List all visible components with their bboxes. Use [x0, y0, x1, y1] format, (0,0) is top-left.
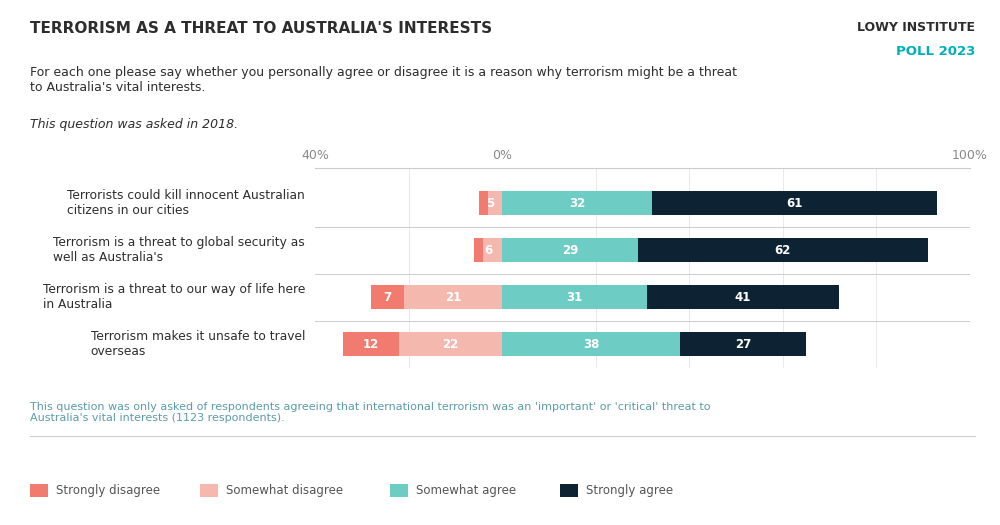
Bar	[479, 192, 488, 215]
Bar	[399, 332, 502, 356]
Text: 27: 27	[735, 338, 751, 351]
Text: This question was only asked of respondents agreeing that international terroris: This question was only asked of responde…	[30, 402, 710, 423]
Bar	[371, 286, 404, 309]
Bar	[502, 332, 680, 356]
Text: Terrorism is a threat to our way of life here
in Australia: Terrorism is a threat to our way of life…	[43, 283, 305, 311]
Bar	[502, 192, 652, 215]
Text: 32: 32	[569, 197, 585, 209]
Bar	[404, 286, 502, 309]
Text: 41: 41	[735, 291, 751, 303]
Text: LOWY INSTITUTE: LOWY INSTITUTE	[857, 21, 975, 34]
Text: Somewhat disagree: Somewhat disagree	[226, 485, 343, 497]
Bar	[652, 192, 937, 215]
Bar	[488, 192, 502, 215]
Text: Terrorism is a threat to global security as
well as Australia's: Terrorism is a threat to global security…	[53, 236, 305, 264]
Bar	[680, 332, 806, 356]
Text: 61: 61	[786, 197, 803, 209]
Bar	[483, 238, 502, 262]
Text: For each one please say whether you personally agree or disagree it is a reason : For each one please say whether you pers…	[30, 66, 737, 93]
Text: 12: 12	[363, 338, 379, 351]
Text: Strongly disagree: Strongly disagree	[56, 485, 160, 497]
Text: Terrorists could kill innocent Australian
citizens in our cities: Terrorists could kill innocent Australia…	[67, 189, 305, 217]
Bar	[474, 238, 483, 262]
Text: 31: 31	[567, 291, 583, 303]
Text: 22: 22	[443, 338, 459, 351]
Text: Strongly agree: Strongly agree	[586, 485, 673, 497]
Text: 21: 21	[445, 291, 461, 303]
Bar	[647, 286, 839, 309]
Text: 38: 38	[583, 338, 599, 351]
Text: 6: 6	[484, 244, 492, 257]
Text: POLL 2023: POLL 2023	[896, 45, 975, 58]
Text: 7: 7	[383, 291, 392, 303]
Text: 29: 29	[562, 244, 578, 257]
Text: This question was asked in 2018.: This question was asked in 2018.	[30, 118, 238, 131]
Bar	[502, 286, 647, 309]
Bar	[343, 332, 399, 356]
Text: Terrorism makes it unsafe to travel
overseas: Terrorism makes it unsafe to travel over…	[91, 330, 305, 358]
Text: 62: 62	[775, 244, 791, 257]
Text: TERRORISM AS A THREAT TO AUSTRALIA'S INTERESTS: TERRORISM AS A THREAT TO AUSTRALIA'S INT…	[30, 21, 492, 36]
Bar	[502, 238, 638, 262]
Bar	[638, 238, 928, 262]
Text: 5: 5	[486, 197, 495, 209]
Text: Somewhat agree: Somewhat agree	[416, 485, 516, 497]
